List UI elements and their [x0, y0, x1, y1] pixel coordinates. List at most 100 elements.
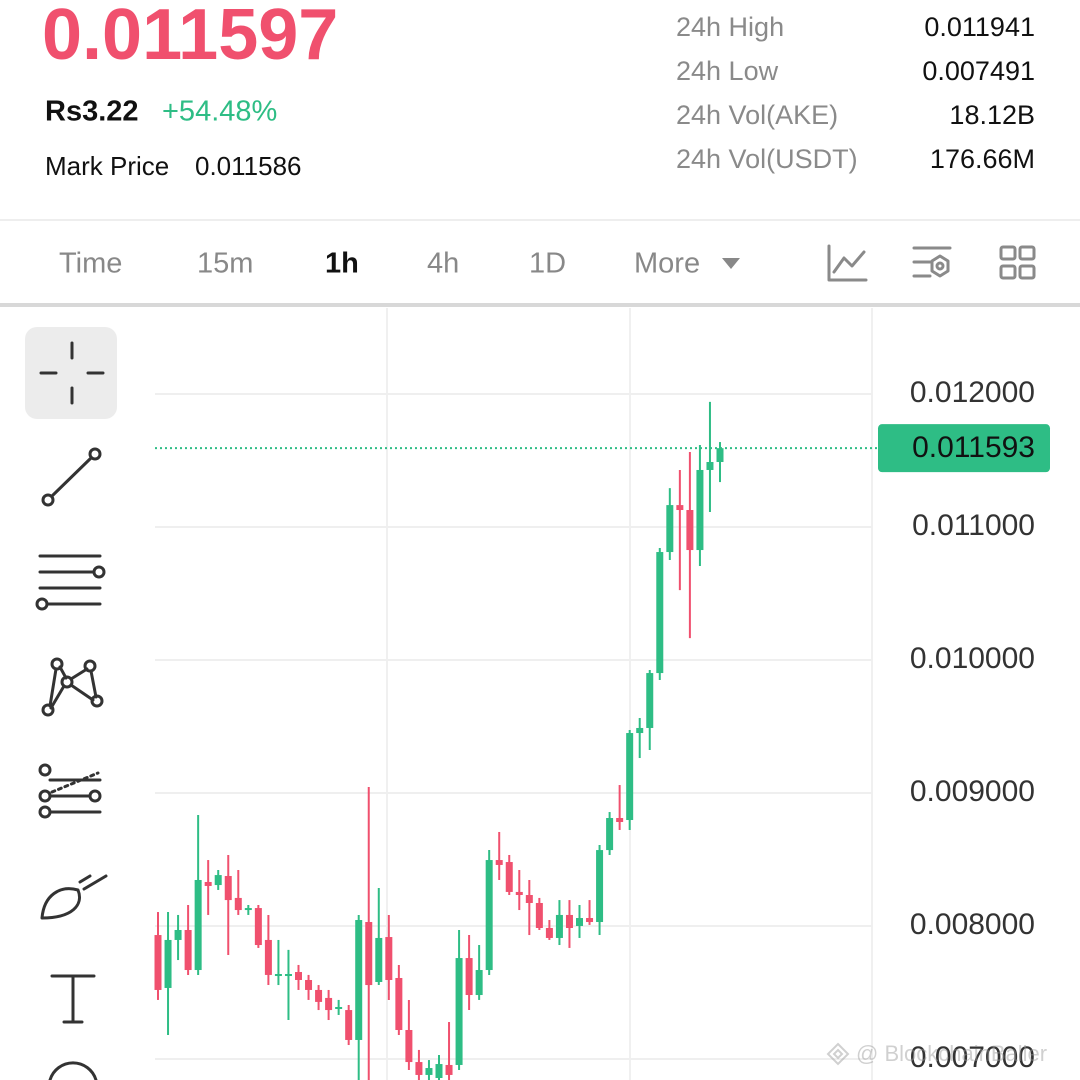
stat-value: 0.007491 — [922, 56, 1035, 86]
stat-label: 24h Low — [676, 56, 779, 86]
candle-body — [565, 914, 573, 928]
candle-body — [214, 875, 222, 886]
grid: 0.012000 0.011000 0.010000 0.009000 0.008000… — [155, 376, 1035, 1074]
candle-body — [395, 977, 403, 1030]
candle-body — [264, 939, 272, 975]
candle-body — [505, 862, 513, 892]
interval-tabs: Time 15m 1h 4h 1D More — [59, 248, 700, 280]
candle-body — [164, 939, 172, 988]
price-overlay: 0.011593 — [155, 424, 1050, 473]
more-tool[interactable] — [48, 1061, 98, 1080]
stats: 24h High 0.011941 24h Low 0.007491 24h Vol(A… — [676, 12, 1035, 174]
interval-tab[interactable]: 1D — [529, 248, 566, 280]
y-tick-label: 0.010000 — [910, 642, 1035, 675]
candle-body — [254, 908, 262, 946]
crosshair-tool[interactable] — [39, 341, 105, 405]
pattern-tool[interactable] — [41, 657, 104, 717]
stat-label: 24h High — [676, 12, 784, 42]
candle-body — [586, 918, 594, 923]
candle-body — [475, 970, 483, 996]
candle-body — [284, 974, 292, 977]
horizontal-lines-tool[interactable] — [35, 554, 106, 611]
interval-tab[interactable]: More — [634, 248, 700, 280]
candle-body — [465, 958, 473, 996]
candle-body — [656, 552, 664, 674]
candle-body — [154, 935, 162, 990]
y-tick-label: 0.008000 — [910, 908, 1035, 941]
candles — [154, 401, 724, 1080]
candle-body — [375, 937, 383, 982]
last-price: 0.011597 — [42, 0, 338, 75]
watermark-icon — [826, 1042, 850, 1066]
candle-body — [274, 974, 282, 977]
stat-value: 176.66M — [930, 144, 1035, 174]
candle-body — [425, 1068, 433, 1075]
candle-body — [495, 860, 503, 865]
interval-tab[interactable]: 1h — [325, 248, 359, 280]
watermark-group: @ BlockchainBaller — [826, 1041, 1047, 1066]
candle-body — [686, 510, 694, 551]
crosshair-tool-bg[interactable] — [25, 327, 117, 419]
candle-body — [646, 673, 654, 728]
interval-tab[interactable]: 4h — [427, 248, 459, 280]
candle-body — [606, 818, 614, 851]
candle-body — [244, 908, 252, 911]
candle-body — [636, 727, 644, 734]
candle-body — [355, 920, 363, 1040]
text-tool[interactable] — [50, 974, 96, 1024]
candle-body — [666, 505, 674, 553]
last-price-label: 0.011593 — [912, 431, 1035, 464]
layout-icon[interactable] — [999, 245, 1036, 280]
stat-value: 0.011941 — [924, 12, 1035, 42]
candle-body — [535, 902, 543, 928]
more-arrow[interactable] — [722, 258, 740, 269]
candle-body — [204, 881, 212, 886]
y-tick-label: 0.007000 — [910, 1041, 1035, 1074]
candle-body — [445, 1064, 453, 1075]
candle-body — [696, 469, 704, 551]
candle-body — [234, 897, 242, 911]
candle-body — [616, 818, 624, 823]
candle-body — [676, 505, 684, 511]
candle-body — [194, 879, 202, 971]
candle-body — [415, 1062, 423, 1075]
candle-body — [325, 997, 333, 1011]
price-change: +54.48% — [162, 96, 277, 128]
candle-body — [345, 1010, 353, 1040]
candle-body — [315, 989, 323, 1002]
settings-icon[interactable] — [912, 246, 952, 278]
y-tick-label: 0.012000 — [910, 376, 1035, 409]
candle-body — [596, 850, 604, 923]
interval-tab[interactable]: 15m — [197, 248, 253, 280]
y-tick-label: 0.009000 — [910, 775, 1035, 808]
tab-underline — [0, 303, 1080, 307]
candle-body — [184, 929, 192, 971]
local-price: Rs3.22 — [45, 96, 139, 128]
candle-body — [545, 927, 553, 938]
indicator-icon[interactable] — [827, 244, 868, 282]
interval-tab[interactable]: Time — [59, 248, 122, 280]
candle-body — [576, 918, 583, 926]
candle-body — [224, 875, 232, 901]
candle-body — [305, 979, 313, 990]
candle-body — [405, 1029, 413, 1063]
line-tool[interactable] — [41, 447, 102, 507]
candle-body — [555, 914, 563, 938]
stat-label: 24h Vol(AKE) — [676, 100, 838, 130]
mark-price: 0.011586 — [195, 151, 302, 181]
y-tick-label: 0.011000 — [912, 509, 1035, 542]
candle-body — [435, 1064, 443, 1079]
candle-body — [335, 1006, 343, 1009]
brush-tool[interactable] — [40, 874, 108, 920]
last-price-tag — [878, 424, 1050, 473]
candle-body — [525, 895, 533, 903]
candle-body — [485, 860, 493, 971]
candle-body — [706, 462, 714, 470]
candle-body — [515, 891, 523, 896]
candle-body — [174, 929, 182, 940]
fib-tool[interactable] — [38, 763, 102, 819]
candle-body — [365, 922, 373, 986]
watermark: @ BlockchainBaller — [856, 1041, 1047, 1066]
candle-body — [716, 448, 724, 463]
